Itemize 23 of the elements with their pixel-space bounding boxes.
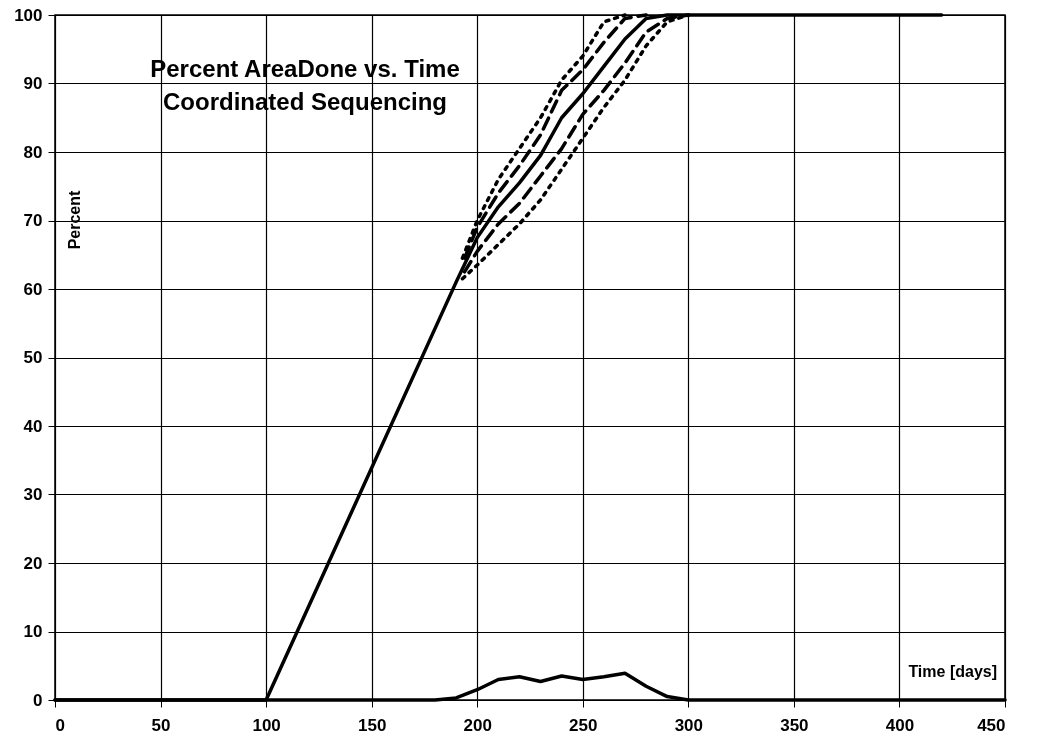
y-tick-label: 40 <box>23 416 43 436</box>
y-tick-label: 60 <box>23 279 43 299</box>
y-tick-label: 90 <box>23 74 43 93</box>
x-tick-label: 200 <box>463 715 492 735</box>
y-axis-title: Percent <box>66 189 83 250</box>
y-tick-label: 30 <box>23 485 43 504</box>
y-tick-label: 70 <box>23 211 43 230</box>
x-tick-label: 350 <box>780 715 809 735</box>
x-tick-label: 100 <box>252 715 281 735</box>
x-tick-label: 450 <box>977 715 1006 735</box>
y-tick-label: 0 <box>33 690 43 710</box>
x-tick-label: 300 <box>674 715 704 735</box>
y-tick-label: 80 <box>23 142 43 162</box>
x-tick-label: 50 <box>151 715 171 735</box>
x-tick-label: 0 <box>55 715 65 735</box>
y-tick-label: 100 <box>14 5 43 25</box>
y-tick-label: 50 <box>23 348 43 367</box>
y-tick-label: 20 <box>23 553 43 573</box>
x-tick-label: 250 <box>569 715 598 735</box>
x-tick-label: 150 <box>357 715 387 735</box>
x-axis-title: Time [days] <box>908 663 997 680</box>
x-tick-label: 400 <box>885 715 915 735</box>
y-tick-label: 10 <box>23 622 43 641</box>
